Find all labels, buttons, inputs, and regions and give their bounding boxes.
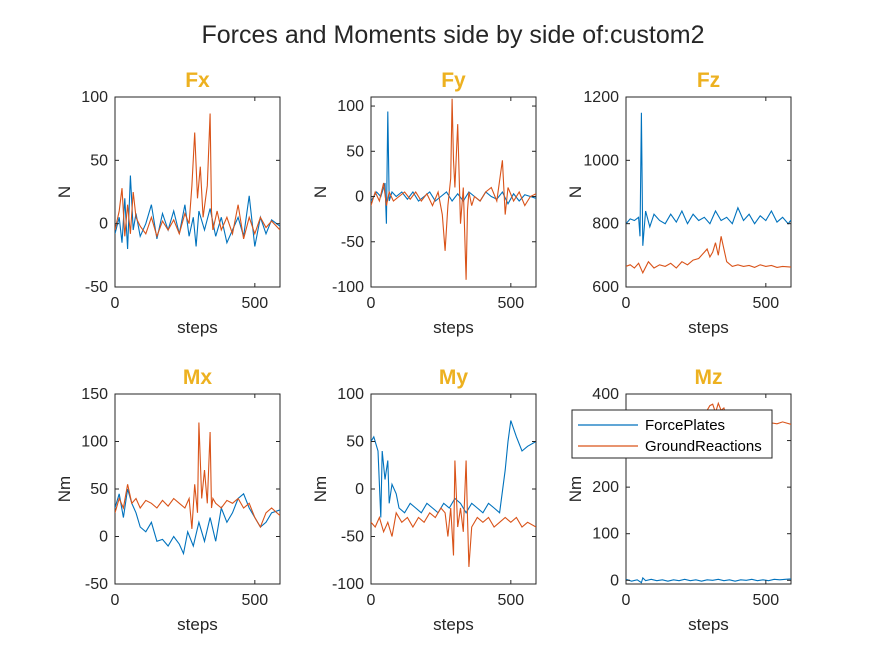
ytick-label-mz: 0: [610, 572, 619, 589]
series-line-groundreactions-fz: [626, 236, 791, 275]
subplot-fz: 600 800 1000 1200 0 500 Fz steps N: [566, 69, 792, 337]
xaxis-label-fy: steps: [433, 318, 474, 337]
ytick-label-mz: 100: [592, 526, 619, 543]
subplot-mz: 01002003004000500MzstepsNm: [566, 366, 792, 634]
ytick-label-my: 100: [337, 386, 364, 403]
xaxis-label-fz: steps: [688, 318, 729, 337]
xtick-label-fx: 0: [111, 295, 120, 312]
series-line-groundreactions-fx: [115, 113, 280, 240]
ytick-label-fz: 600: [592, 279, 619, 296]
ytick-label-fx: 50: [90, 152, 108, 169]
ytick-label-fx: -50: [85, 279, 108, 296]
ytick-label-fy: -50: [341, 234, 364, 251]
series-line-forceplates-fy: [371, 111, 536, 224]
ytick-label-my: -50: [341, 529, 364, 546]
yaxis-label-mx: Nm: [55, 476, 74, 502]
xtick-label-mz: 0: [622, 592, 631, 609]
ytick-label-my: 0: [355, 481, 364, 498]
xaxis-label-my: steps: [433, 615, 474, 634]
legend-label-forceplates: ForcePlates: [645, 417, 725, 434]
ytick-label-mz: 400: [592, 386, 619, 403]
xtick-label-fy: 0: [367, 295, 376, 312]
series-line-groundreactions-fy: [371, 98, 536, 280]
ytick-label-my: 50: [346, 434, 364, 451]
xtick-label-my: 0: [367, 592, 376, 609]
xaxis-label-mx: steps: [177, 615, 218, 634]
series-line-groundreactions-mx: [115, 422, 280, 529]
xtick-label-fy: 500: [497, 295, 524, 312]
ytick-label-fz: 1200: [583, 89, 619, 106]
legend-label-groundreactions: GroundReactions: [645, 438, 762, 455]
ytick-label-mx: -50: [85, 576, 108, 593]
yaxis-label-fy: N: [311, 186, 330, 198]
ytick-label-mx: 0: [99, 529, 108, 546]
ytick-label-fy: 0: [355, 189, 364, 206]
ytick-label-fy: 100: [337, 98, 364, 115]
xtick-label-mz: 500: [752, 592, 779, 609]
xtick-label-mx: 500: [241, 592, 268, 609]
ytick-label-fz: 1000: [583, 152, 619, 169]
series-line-forceplates-mx: [115, 488, 280, 556]
series-line-forceplates-mz: [626, 576, 791, 584]
ytick-label-fy: 50: [346, 143, 364, 160]
series-line-forceplates-fz: [626, 112, 791, 246]
subplot-title-mz: Mz: [695, 366, 723, 389]
xtick-label-fx: 500: [241, 295, 268, 312]
ytick-label-fy: -100: [332, 279, 364, 296]
plot-area-fz: [625, 96, 792, 288]
ytick-label-fz: 800: [592, 216, 619, 233]
xaxis-label-mz: steps: [688, 615, 729, 634]
subplot-title-fz: Fz: [697, 69, 720, 92]
ytick-label-mx: 100: [81, 434, 108, 451]
yaxis-label-mz: Nm: [566, 476, 585, 502]
subplot-title-fx: Fx: [185, 69, 210, 92]
yaxis-label-fx: N: [55, 186, 74, 198]
xtick-label-fz: 500: [752, 295, 779, 312]
subplot-title-fy: Fy: [441, 69, 466, 92]
legend-box: [571, 409, 773, 459]
subplot-title-my: My: [439, 366, 468, 389]
xtick-label-my: 500: [497, 592, 524, 609]
ytick-label-mx: 150: [81, 386, 108, 403]
ytick-label-fx: 0: [99, 216, 108, 233]
subplot-title-mx: Mx: [183, 366, 212, 389]
series-line-groundreactions-my: [371, 460, 536, 567]
xaxis-label-fx: steps: [177, 318, 218, 337]
yaxis-label-my: Nm: [311, 476, 330, 502]
plot-area-fy: [370, 96, 537, 288]
yaxis-label-fz: N: [566, 186, 585, 198]
xtick-label-mx: 0: [111, 592, 120, 609]
subplot-my: -100 -50 0 50 100 0 500 My steps Nm: [311, 366, 537, 634]
subplot-fy: -100 -50 0 50 100 0 500 Fy steps N: [311, 69, 537, 337]
ytick-label-mz: 200: [592, 479, 619, 496]
ytick-label-mx: 50: [90, 481, 108, 498]
xtick-label-fz: 0: [622, 295, 631, 312]
ytick-label-fx: 100: [81, 89, 108, 106]
ytick-label-my: -100: [332, 576, 364, 593]
legend: ForcePlates GroundReactions: [571, 409, 773, 459]
figure-suptitle: Forces and Moments side by side of:custo…: [201, 21, 704, 49]
